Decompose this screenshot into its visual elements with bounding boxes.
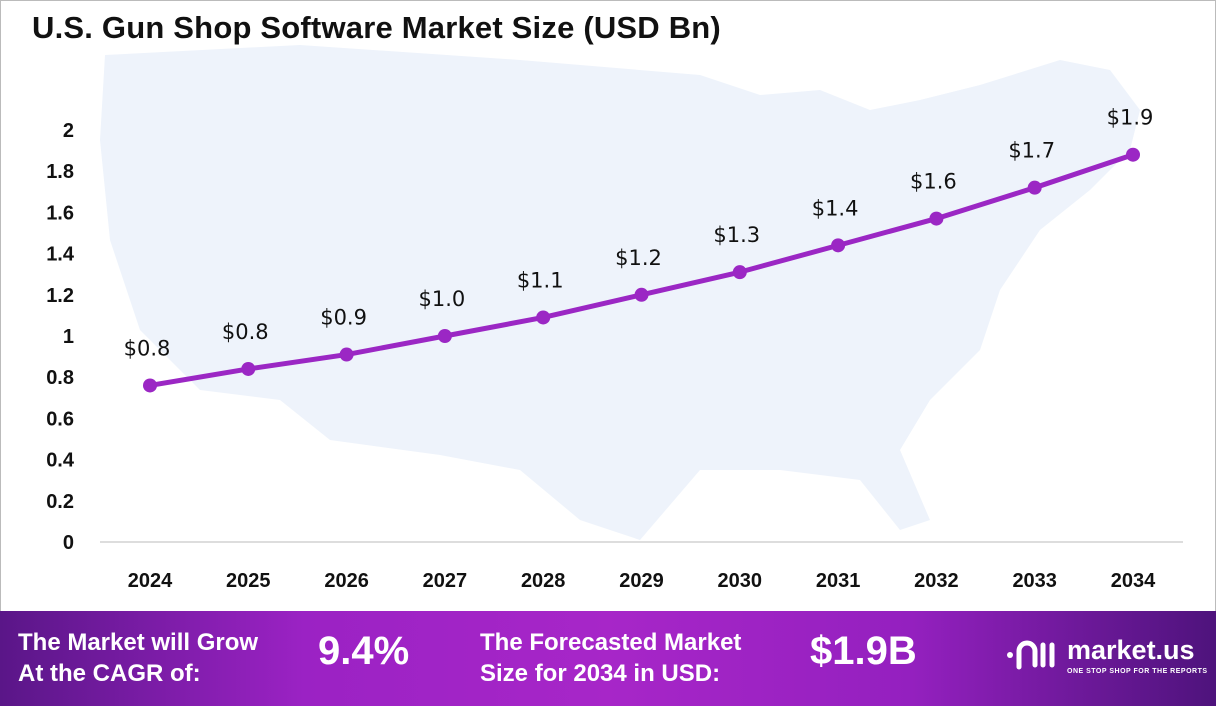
y-tick-label: 0.2	[46, 491, 74, 513]
data-label: $1.4	[812, 196, 859, 220]
data-label: $1.2	[615, 246, 662, 270]
data-point	[339, 347, 354, 362]
data-label: $0.9	[320, 306, 367, 330]
x-tick-label: 2024	[128, 570, 173, 592]
data-point	[1126, 147, 1140, 162]
us-map-background	[100, 45, 1140, 540]
forecast-label: The Forecasted Market Size for 2034 in US…	[480, 627, 741, 689]
logo-name: market.us	[1067, 635, 1195, 665]
y-tick-label: 1.2	[46, 285, 74, 307]
data-label: $1.6	[910, 170, 957, 194]
y-tick-label: 1.8	[46, 161, 74, 183]
cagr-label-line2: At the CAGR of:	[18, 660, 201, 687]
data-point	[241, 361, 256, 376]
x-tick-label: 2031	[816, 570, 861, 592]
logo-tagline: ONE STOP SHOP FOR THE REPORTS	[1067, 668, 1208, 675]
data-label: $1.7	[1008, 139, 1055, 163]
x-tick-label: 2026	[324, 570, 369, 592]
chart-title: U.S. Gun Shop Software Market Size (USD …	[32, 10, 721, 45]
data-label: $0.8	[124, 336, 171, 360]
cagr-label-line1: The Market will Grow	[18, 629, 259, 656]
y-tick-label: 1	[63, 326, 74, 348]
data-point	[929, 211, 944, 226]
summary-banner: The Market will Grow At the CAGR of: 9.4%…	[0, 611, 1216, 706]
y-tick-label: 0.6	[46, 408, 74, 430]
cagr-value: 9.4%	[318, 629, 410, 673]
x-tick-label: 2033	[1012, 570, 1057, 592]
data-point	[437, 329, 452, 343]
forecast-value: $1.9B	[810, 629, 917, 673]
data-label: $1.0	[419, 287, 466, 311]
y-tick-label: 1.6	[46, 202, 74, 224]
data-point	[1027, 180, 1042, 195]
logo-icon	[1007, 640, 1055, 670]
x-tick-label: 2025	[226, 570, 271, 592]
y-tick-label: 1.4	[46, 244, 75, 266]
data-label: $1.3	[713, 223, 760, 247]
y-tick-label: 0.8	[46, 367, 74, 389]
market-us-logo: market.us ONE STOP SHOP FOR THE REPORTS	[1005, 635, 1207, 680]
data-point	[536, 310, 551, 325]
data-point	[634, 287, 649, 302]
cagr-label: The Market will Grow At the CAGR of:	[18, 627, 258, 689]
data-label: $0.8	[222, 320, 269, 344]
x-tick-label: 2027	[423, 570, 468, 592]
x-tick-label: 2030	[718, 570, 763, 592]
y-tick-label: 2	[63, 120, 74, 142]
data-point	[732, 265, 747, 280]
x-tick-label: 2034	[1111, 570, 1156, 592]
data-label: $1.9	[1107, 106, 1154, 130]
data-point	[831, 238, 846, 253]
x-tick-label: 2029	[619, 570, 664, 592]
y-tick-label: 0	[63, 532, 74, 554]
y-tick-label: 0.4	[46, 450, 75, 472]
x-tick-label: 2032	[914, 570, 959, 592]
forecast-label-line2: Size for 2034 in USD:	[480, 660, 721, 687]
forecast-label-line1: The Forecasted Market	[480, 629, 742, 656]
data-label: $1.1	[517, 268, 564, 292]
x-tick-label: 2028	[521, 570, 566, 592]
line-chart: 0 0.2 0.4 0.6 0.8 1 1.2 1.4 1.6 1.8 2 2024 2025 2026 2…	[46, 45, 1183, 592]
data-point	[143, 378, 157, 393]
